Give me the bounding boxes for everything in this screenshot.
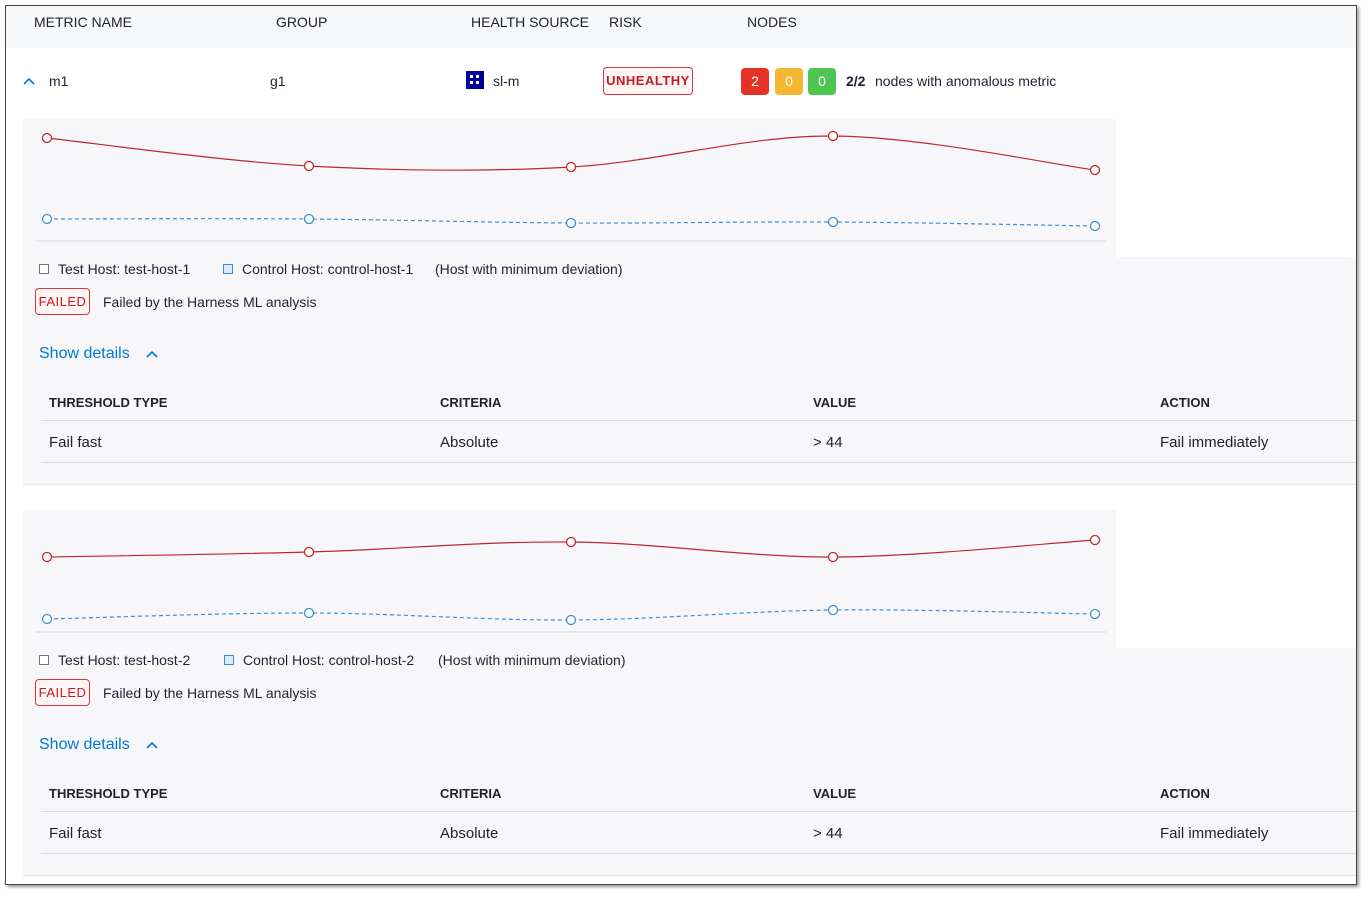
data-point <box>827 216 839 228</box>
column-header: NODES <box>747 14 797 30</box>
chart-blank <box>1116 119 1356 257</box>
collapse-caret[interactable] <box>22 76 36 86</box>
table-header: THRESHOLD TYPE <box>49 786 168 801</box>
data-point <box>1089 608 1101 620</box>
node-summary-text: nodes with anomalous metric <box>875 73 1057 89</box>
data-point <box>827 130 839 142</box>
table-header: ACTION <box>1160 786 1210 801</box>
caret-shape <box>146 350 158 358</box>
node-section: Test Host: test-host-2 Control Host: cont… <box>23 510 1356 876</box>
column-header: HEALTH SOURCE <box>471 14 589 30</box>
table-cell: Fail immediately <box>1160 825 1269 842</box>
node-count: 0 <box>775 68 803 95</box>
node-count: 0 <box>808 68 836 95</box>
header-bar <box>6 6 1356 48</box>
group-name: g1 <box>270 73 286 89</box>
health-source: sl-m <box>493 73 520 89</box>
table-header: ACTION <box>1160 395 1210 410</box>
line-chart <box>36 130 1106 242</box>
legend-swatch <box>39 264 49 274</box>
table-header: CRITERIA <box>440 786 502 801</box>
legend-label: Test Host: test-host-1 <box>58 261 191 277</box>
legend-label: Control Host: control-host-2 <box>243 652 415 668</box>
column-header: METRIC NAME <box>34 14 132 30</box>
data-point <box>41 132 53 144</box>
table-cell: Fail immediately <box>1160 434 1269 451</box>
status-text: Failed by the Harness ML analysis <box>103 685 317 701</box>
data-point <box>565 536 577 548</box>
metric-panel: METRIC NAME GROUP HEALTH SOURCE RISK NOD… <box>5 5 1357 885</box>
table-cell: Absolute <box>440 434 499 451</box>
node-summary-count: 2/2 <box>846 73 866 89</box>
caret-shape <box>146 741 158 749</box>
legend-swatch <box>224 655 234 665</box>
table-divider <box>41 811 1356 812</box>
risk-badge: UNHEALTHY <box>603 67 693 95</box>
column-header: RISK <box>609 14 642 30</box>
node-section: Test Host: test-host-1 Control Host: cont… <box>23 119 1356 485</box>
details-caret[interactable] <box>145 349 159 359</box>
data-point <box>303 607 315 619</box>
data-point <box>41 213 53 225</box>
table-divider <box>41 853 1356 854</box>
table-cell: > 44 <box>813 434 843 451</box>
legend-label: Test Host: test-host-2 <box>58 652 191 668</box>
table-cell: Fail fast <box>49 825 102 842</box>
data-point <box>41 551 53 563</box>
table-header: VALUE <box>813 786 857 801</box>
table-divider <box>41 462 1356 463</box>
details-caret[interactable] <box>145 740 159 750</box>
status-badge: FAILED <box>35 288 90 315</box>
legend-note: (Host with minimum deviation) <box>435 261 623 277</box>
data-point <box>827 551 839 563</box>
data-point <box>565 161 577 173</box>
metric-name: m1 <box>49 73 69 89</box>
data-point <box>827 604 839 616</box>
table-divider <box>41 420 1356 421</box>
table-cell: Absolute <box>440 825 499 842</box>
show-details[interactable]: Show details <box>39 736 130 753</box>
series-line <box>46 609 1096 621</box>
table-header: VALUE <box>813 395 857 410</box>
table-header: THRESHOLD TYPE <box>49 395 168 410</box>
data-point <box>303 213 315 225</box>
data-point <box>1089 164 1101 176</box>
status-badge: FAILED <box>35 679 90 706</box>
status-text: Failed by the Harness ML analysis <box>103 294 317 310</box>
data-point <box>303 160 315 172</box>
legend-note: (Host with minimum deviation) <box>438 652 626 668</box>
data-point <box>41 613 53 625</box>
table-cell: Fail fast <box>49 434 102 451</box>
legend-label: Control Host: control-host-1 <box>242 261 414 277</box>
data-point <box>1089 220 1101 232</box>
sumo-icon <box>466 71 484 89</box>
series-line <box>46 218 1096 227</box>
legend-swatch <box>223 264 233 274</box>
data-point <box>565 217 577 229</box>
data-point <box>565 614 577 626</box>
column-header: GROUP <box>276 14 328 30</box>
table-cell: > 44 <box>813 825 843 842</box>
chart-blank <box>1116 510 1356 648</box>
data-point <box>303 546 315 558</box>
legend-swatch <box>39 655 49 665</box>
data-point <box>1089 534 1101 546</box>
show-details[interactable]: Show details <box>39 345 130 362</box>
table-header: CRITERIA <box>440 395 502 410</box>
line-chart <box>36 534 1106 633</box>
node-count: 2 <box>741 68 769 95</box>
